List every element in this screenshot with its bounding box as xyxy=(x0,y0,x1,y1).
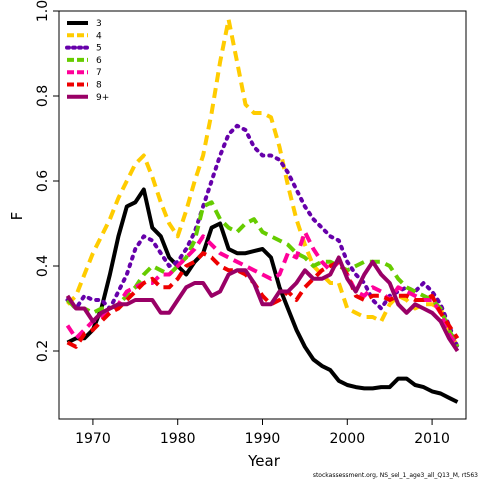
y-tick-label: 0.4 xyxy=(35,255,51,277)
x-tick-label: 1970 xyxy=(75,431,111,447)
legend-item: 7 xyxy=(67,68,102,78)
y-tick-label: 1.0 xyxy=(35,0,51,22)
y-tick-label: 0.6 xyxy=(35,170,51,192)
x-tick-label: 1990 xyxy=(245,431,281,447)
plot-frame xyxy=(58,10,467,420)
series-line-6 xyxy=(66,200,460,348)
x-tick-label: 1980 xyxy=(160,431,196,447)
legend-item: 6 xyxy=(67,56,102,66)
series-line-7 xyxy=(65,230,460,348)
legend-item: 5 xyxy=(65,44,102,54)
legend-item: 4 xyxy=(67,31,102,41)
legend-label: 5 xyxy=(96,44,102,54)
legend-item: 3 xyxy=(67,19,102,29)
y-tick-label: 0.2 xyxy=(35,340,51,362)
y-tick-label: 0.8 xyxy=(35,85,51,107)
y-axis-title: F xyxy=(8,212,26,221)
series-line-9plus xyxy=(65,255,460,353)
x-tick-label: 2000 xyxy=(329,431,365,447)
legend-label: 4 xyxy=(96,31,102,41)
series-line-8 xyxy=(66,251,460,349)
footnote: stockassessment.org, NS_sel_1_age3_all_Q… xyxy=(313,472,478,479)
series-line-5 xyxy=(65,123,460,349)
legend-label: 7 xyxy=(96,68,102,78)
series-line-4 xyxy=(66,17,460,348)
legend-label: 6 xyxy=(96,56,102,66)
legend: 3 4 5 6 7 8 9+ xyxy=(65,19,109,103)
legend-label: 9+ xyxy=(96,93,109,103)
y-axis: 0.2 0.4 0.6 0.8 1.0 xyxy=(35,0,60,362)
legend-item: 8 xyxy=(67,81,102,91)
series-layer xyxy=(65,17,460,404)
legend-item: 9+ xyxy=(67,93,109,103)
series-line-3 xyxy=(66,187,459,404)
x-axis: 1970 1980 1990 2000 2010 xyxy=(75,418,450,447)
legend-label: 8 xyxy=(96,81,102,91)
x-tick-label: 2010 xyxy=(414,431,450,447)
x-axis-title: Year xyxy=(247,452,281,470)
legend-label: 3 xyxy=(96,19,102,29)
